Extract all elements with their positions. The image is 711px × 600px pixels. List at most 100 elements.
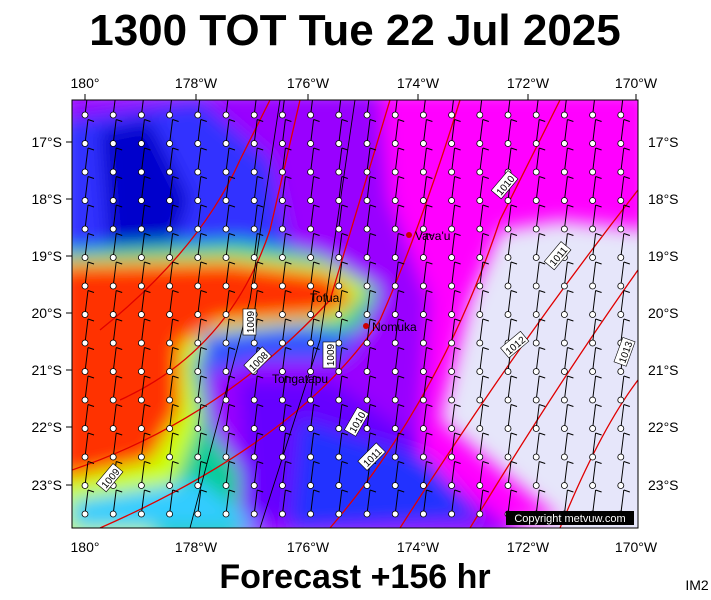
- wind-barb: [310, 147, 315, 173]
- wind-barb: [281, 147, 286, 173]
- wind-barb: [369, 261, 377, 265]
- wind-station: [137, 425, 145, 432]
- wind-barb: [454, 119, 461, 122]
- wind-barb: [592, 176, 597, 201]
- wind-station: [166, 425, 174, 432]
- wind-barb: [539, 176, 546, 179]
- wind-barb: [197, 375, 202, 401]
- wind-barb: [172, 176, 179, 179]
- wind-barb: [535, 176, 540, 201]
- isobar-label-box: [543, 241, 572, 271]
- wind-barb: [281, 233, 286, 258]
- wind-barb: [285, 318, 292, 322]
- wind-station: [109, 311, 117, 318]
- wind-barb: [394, 318, 399, 344]
- wind-barb: [567, 204, 574, 208]
- lat-label: 23°S: [31, 477, 62, 493]
- wind-barb: [479, 204, 484, 230]
- wind-barb: [200, 347, 207, 350]
- wind-barb: [84, 404, 89, 429]
- wind-barb: [451, 318, 456, 344]
- wind-barb: [197, 489, 202, 515]
- wind-station: [363, 510, 371, 518]
- wind-barb: [510, 318, 518, 322]
- wind-barb: [592, 489, 597, 515]
- wind-barb: [140, 204, 145, 230]
- wind-station: [476, 453, 484, 461]
- wind-station: [589, 453, 596, 461]
- wind-station: [137, 254, 145, 261]
- wind-station: [391, 140, 399, 147]
- wind-barb: [398, 290, 405, 293]
- wind-station: [222, 396, 230, 404]
- wind-station: [222, 510, 230, 518]
- wind-station: [194, 368, 202, 375]
- wind-station: [363, 111, 371, 119]
- wind-barb: [197, 233, 202, 258]
- wind-station: [448, 111, 456, 119]
- wind-barb: [623, 176, 630, 179]
- wind-station: [561, 311, 568, 318]
- wind-station: [589, 396, 596, 404]
- wind-barb: [394, 176, 399, 201]
- lon-label: 170°W: [615, 539, 658, 555]
- wind-barb: [567, 233, 574, 236]
- wind-barb: [281, 347, 286, 372]
- wind-station: [222, 225, 230, 233]
- wind-barb: [257, 489, 264, 493]
- wind-station: [363, 311, 371, 318]
- wind-barb: [563, 404, 568, 429]
- wind-station: [307, 368, 315, 375]
- wind-station: [448, 254, 456, 261]
- wind-barb: [169, 261, 174, 287]
- wind-barb: [426, 375, 433, 379]
- wind-barb: [535, 461, 540, 486]
- wind-barb: [225, 176, 230, 201]
- wind-barb: [140, 147, 145, 173]
- wind-barb: [623, 375, 630, 379]
- wind-station: [504, 111, 512, 119]
- wind-barb: [592, 119, 597, 144]
- place-label: Tofua: [310, 291, 340, 305]
- wind-station: [81, 197, 89, 204]
- wind-station: [166, 368, 174, 375]
- wind-station: [81, 368, 89, 375]
- wind-barb: [116, 261, 123, 265]
- wind-station: [81, 282, 89, 290]
- wind-station: [166, 140, 174, 147]
- wind-barb: [394, 261, 399, 287]
- wind-station: [448, 140, 456, 147]
- wind-station: [363, 339, 371, 347]
- wind-barb: [112, 233, 117, 258]
- wind-station: [109, 140, 117, 147]
- wind-barb: [172, 375, 179, 379]
- wind-barb: [140, 290, 145, 315]
- wind-station: [363, 225, 371, 233]
- wind-barb: [84, 233, 89, 258]
- wind-barb: [341, 318, 348, 322]
- wind-barb: [451, 100, 454, 116]
- wind-barb: [539, 261, 546, 265]
- wind-station: [363, 254, 371, 261]
- wind-barb: [169, 347, 174, 372]
- wind-station: [391, 168, 399, 176]
- wind-barb: [84, 489, 89, 515]
- lon-label: 174°W: [397, 75, 440, 91]
- wind-barb: [84, 347, 89, 372]
- wind-barb: [197, 461, 202, 486]
- wind-barb: [88, 91, 94, 93]
- wind-barb: [479, 432, 484, 458]
- wind-barb: [310, 489, 315, 515]
- wind-station: [617, 111, 625, 119]
- wind-barb: [225, 100, 229, 116]
- wind-barb: [313, 119, 320, 122]
- wind-barb: [426, 261, 433, 265]
- wind-barb: [281, 404, 286, 429]
- wind-station: [448, 197, 456, 204]
- wind-station: [335, 453, 343, 461]
- wind-barb: [455, 91, 461, 93]
- wind-barb: [285, 461, 292, 464]
- wind-station: [250, 453, 258, 461]
- wind-barb: [366, 404, 371, 429]
- wind-barb: [563, 261, 568, 287]
